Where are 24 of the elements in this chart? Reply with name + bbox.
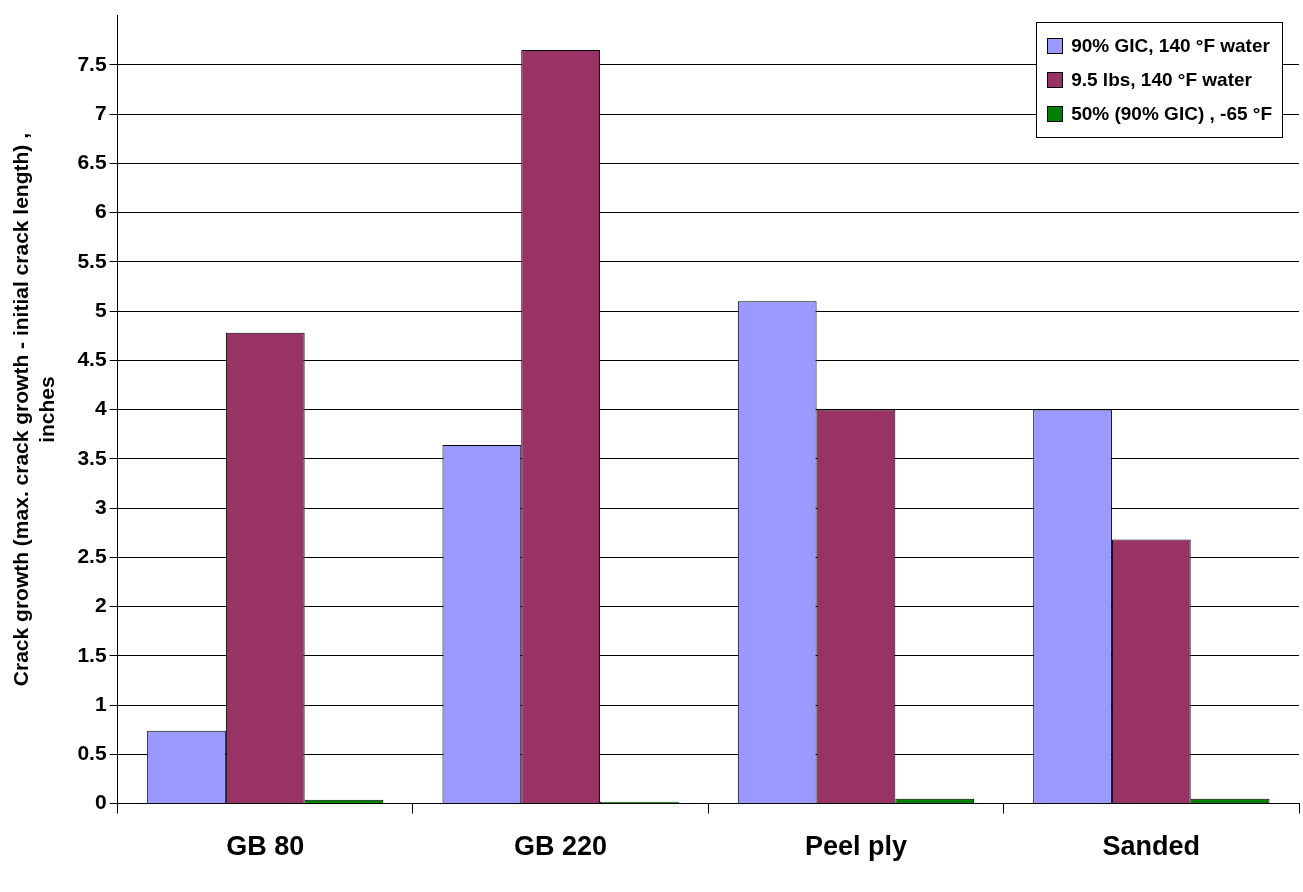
y-tick-label: 0.5 — [77, 741, 107, 765]
y-tick-label: 5 — [94, 297, 107, 321]
y-tick-label: 3.5 — [77, 445, 107, 469]
x-tick-label: Sanded — [1102, 831, 1201, 862]
y-tick-label: 4.5 — [77, 347, 107, 371]
y-tick-label: 6 — [94, 199, 107, 223]
y-tick-label: 4 — [94, 396, 107, 420]
x-tick-label: GB 80 — [226, 831, 305, 862]
y-tick-label: 2.5 — [77, 544, 107, 568]
y-axis-title: Crack growth (max. crack growth - initial crack length) , inches — [9, 133, 58, 687]
y-tick-label: 7.5 — [77, 51, 107, 75]
y-tick-label: 2 — [94, 593, 107, 617]
y-tick-label: 6.5 — [77, 150, 107, 174]
legend-label: 9.5 lbs, 140 °F water — [1071, 69, 1252, 91]
x-tick-label: Peel ply — [804, 831, 907, 862]
legend-label: 50% (90% GIC) , -65 °F — [1071, 103, 1272, 125]
legend-label: 90% GIC, 140 °F water — [1071, 35, 1270, 57]
x-tick-label: GB 220 — [514, 831, 608, 862]
y-tick-label: 5.5 — [77, 248, 107, 272]
y-tick-label: 1.5 — [77, 642, 107, 666]
y-tick-label: 3 — [94, 494, 107, 518]
y-tick-label: 0 — [94, 790, 107, 814]
y-tick-label: 7 — [94, 100, 107, 124]
y-tick-label: 1 — [94, 691, 107, 715]
